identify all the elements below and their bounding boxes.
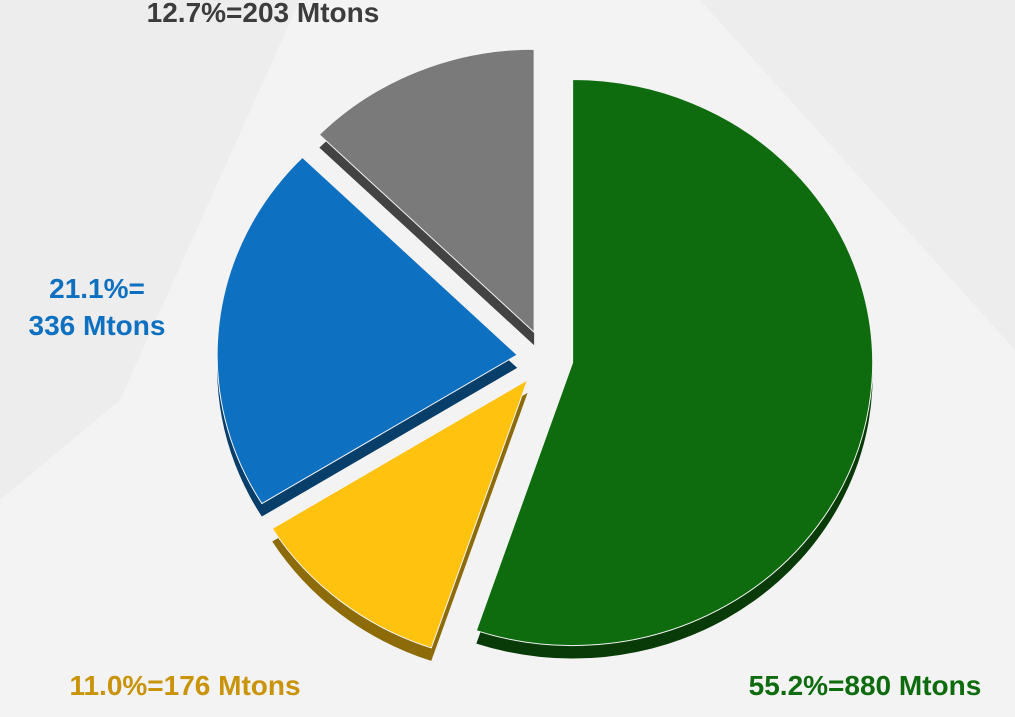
slice xyxy=(475,79,874,647)
slice xyxy=(216,156,519,505)
slice xyxy=(318,48,535,334)
data-label: 12.7%=203 Mtons xyxy=(147,0,380,28)
background-shape xyxy=(0,0,300,500)
data-label: 11.0%=176 Mtons xyxy=(69,670,300,701)
data-label: 21.1%= 336 Mtons xyxy=(29,273,166,341)
data-label: 55.2%=880 Mtons xyxy=(749,670,982,701)
background-shape xyxy=(700,0,1015,350)
slice xyxy=(271,378,529,649)
